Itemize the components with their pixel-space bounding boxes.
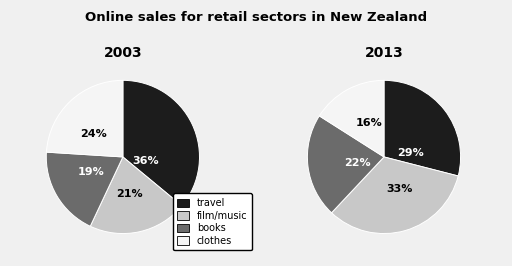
Wedge shape bbox=[47, 80, 123, 157]
Text: 22%: 22% bbox=[344, 158, 371, 168]
Text: Online sales for retail sectors in New Zealand: Online sales for retail sectors in New Z… bbox=[85, 11, 427, 24]
Wedge shape bbox=[332, 157, 458, 234]
Wedge shape bbox=[319, 80, 384, 157]
Wedge shape bbox=[123, 80, 200, 206]
Legend: travel, film/music, books, clothes: travel, film/music, books, clothes bbox=[173, 193, 252, 251]
Title: 2003: 2003 bbox=[103, 46, 142, 60]
Wedge shape bbox=[90, 157, 182, 234]
Text: 19%: 19% bbox=[77, 167, 104, 177]
Text: 36%: 36% bbox=[133, 156, 159, 166]
Wedge shape bbox=[307, 116, 384, 213]
Text: 21%: 21% bbox=[116, 189, 142, 199]
Title: 2013: 2013 bbox=[365, 46, 403, 60]
Wedge shape bbox=[46, 152, 123, 226]
Wedge shape bbox=[384, 80, 461, 176]
Text: 24%: 24% bbox=[80, 129, 107, 139]
Text: 29%: 29% bbox=[397, 148, 424, 158]
Text: 16%: 16% bbox=[355, 118, 382, 128]
Text: 33%: 33% bbox=[386, 184, 413, 194]
